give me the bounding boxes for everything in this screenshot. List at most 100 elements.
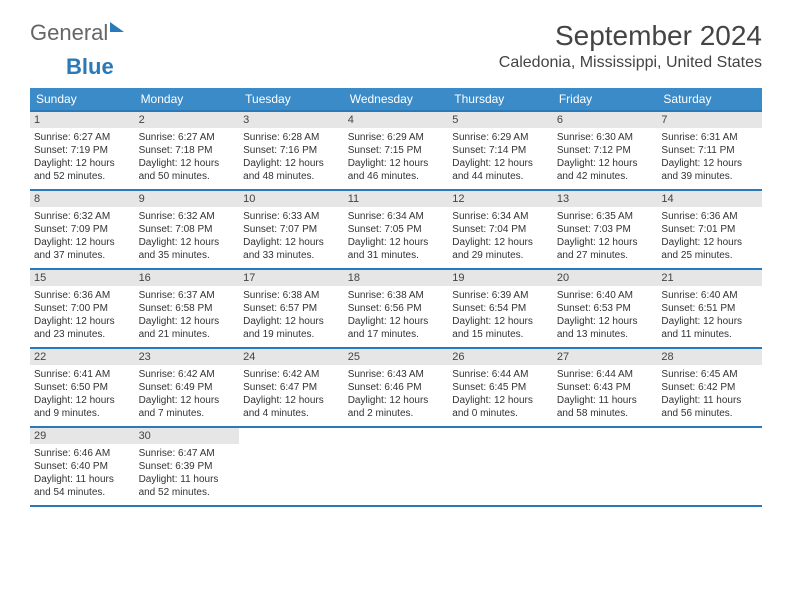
day-cell: 13Sunrise: 6:35 AMSunset: 7:03 PMDayligh… xyxy=(553,191,658,268)
day-info-line: Sunrise: 6:42 AM xyxy=(243,368,340,381)
day-cell: 7Sunrise: 6:31 AMSunset: 7:11 PMDaylight… xyxy=(657,112,762,189)
day-cell: 8Sunrise: 6:32 AMSunset: 7:09 PMDaylight… xyxy=(30,191,135,268)
day-info-line: Sunrise: 6:38 AM xyxy=(243,289,340,302)
day-info-line: Sunset: 7:18 PM xyxy=(139,144,236,157)
day-info-line: Daylight: 12 hours xyxy=(139,315,236,328)
day-number: 13 xyxy=(553,191,658,207)
week-row: 22Sunrise: 6:41 AMSunset: 6:50 PMDayligh… xyxy=(30,347,762,426)
day-info-line: Daylight: 12 hours xyxy=(557,236,654,249)
day-info-line: and 56 minutes. xyxy=(661,407,758,420)
day-info-line: and 44 minutes. xyxy=(452,170,549,183)
day-info-line: Sunrise: 6:28 AM xyxy=(243,131,340,144)
day-number: 29 xyxy=(30,428,135,444)
day-info-line: Sunrise: 6:33 AM xyxy=(243,210,340,223)
day-cell: 2Sunrise: 6:27 AMSunset: 7:18 PMDaylight… xyxy=(135,112,240,189)
day-info-line: Sunrise: 6:32 AM xyxy=(34,210,131,223)
day-info-line: Sunset: 6:47 PM xyxy=(243,381,340,394)
day-info-line: Sunrise: 6:44 AM xyxy=(452,368,549,381)
day-info-line: Daylight: 12 hours xyxy=(661,315,758,328)
day-cell: 16Sunrise: 6:37 AMSunset: 6:58 PMDayligh… xyxy=(135,270,240,347)
day-info-line: and 39 minutes. xyxy=(661,170,758,183)
day-number: 19 xyxy=(448,270,553,286)
day-info-line: and 46 minutes. xyxy=(348,170,445,183)
day-info-line: and 58 minutes. xyxy=(557,407,654,420)
dow-header: Saturday xyxy=(657,88,762,110)
day-cell xyxy=(553,428,658,505)
day-info-line: and 48 minutes. xyxy=(243,170,340,183)
day-number: 10 xyxy=(239,191,344,207)
day-info-line: and 0 minutes. xyxy=(452,407,549,420)
day-info-line: Sunrise: 6:32 AM xyxy=(139,210,236,223)
day-number: 6 xyxy=(553,112,658,128)
day-info-line: and 35 minutes. xyxy=(139,249,236,262)
day-cell: 25Sunrise: 6:43 AMSunset: 6:46 PMDayligh… xyxy=(344,349,449,426)
day-info-line: Sunset: 7:00 PM xyxy=(34,302,131,315)
day-cell: 24Sunrise: 6:42 AMSunset: 6:47 PMDayligh… xyxy=(239,349,344,426)
day-info-line: and 25 minutes. xyxy=(661,249,758,262)
day-number: 15 xyxy=(30,270,135,286)
day-number: 2 xyxy=(135,112,240,128)
dow-header: Friday xyxy=(553,88,658,110)
day-info-line: Sunrise: 6:29 AM xyxy=(452,131,549,144)
day-info-line: Sunset: 6:46 PM xyxy=(348,381,445,394)
day-info-line: Sunset: 7:09 PM xyxy=(34,223,131,236)
day-number: 27 xyxy=(553,349,658,365)
day-info-line: Sunrise: 6:41 AM xyxy=(34,368,131,381)
day-cell: 21Sunrise: 6:40 AMSunset: 6:51 PMDayligh… xyxy=(657,270,762,347)
day-info-line: Daylight: 12 hours xyxy=(243,157,340,170)
day-info-line: Sunrise: 6:27 AM xyxy=(139,131,236,144)
day-info-line: and 2 minutes. xyxy=(348,407,445,420)
day-info-line: Sunset: 6:51 PM xyxy=(661,302,758,315)
day-number: 18 xyxy=(344,270,449,286)
day-info-line: Daylight: 12 hours xyxy=(139,236,236,249)
day-number: 9 xyxy=(135,191,240,207)
day-cell: 23Sunrise: 6:42 AMSunset: 6:49 PMDayligh… xyxy=(135,349,240,426)
day-info-line: Sunrise: 6:31 AM xyxy=(661,131,758,144)
day-info-line: Sunset: 6:45 PM xyxy=(452,381,549,394)
day-info-line: Sunset: 6:57 PM xyxy=(243,302,340,315)
day-number: 5 xyxy=(448,112,553,128)
day-info-line: Sunset: 7:05 PM xyxy=(348,223,445,236)
day-info-line: Daylight: 12 hours xyxy=(243,236,340,249)
day-cell xyxy=(239,428,344,505)
day-cell: 30Sunrise: 6:47 AMSunset: 6:39 PMDayligh… xyxy=(135,428,240,505)
day-info-line: Sunrise: 6:34 AM xyxy=(348,210,445,223)
day-info-line: Sunrise: 6:40 AM xyxy=(557,289,654,302)
day-info-line: Sunset: 6:40 PM xyxy=(34,460,131,473)
day-cell xyxy=(448,428,553,505)
day-cell: 1Sunrise: 6:27 AMSunset: 7:19 PMDaylight… xyxy=(30,112,135,189)
dow-header: Sunday xyxy=(30,88,135,110)
day-info-line: and 19 minutes. xyxy=(243,328,340,341)
day-info-line: and 21 minutes. xyxy=(139,328,236,341)
day-info-line: Daylight: 12 hours xyxy=(661,236,758,249)
day-info-line: Sunset: 6:56 PM xyxy=(348,302,445,315)
day-info-line: Daylight: 12 hours xyxy=(34,157,131,170)
day-info-line: Sunset: 6:54 PM xyxy=(452,302,549,315)
day-info-line: Daylight: 12 hours xyxy=(452,394,549,407)
day-info-line: Daylight: 12 hours xyxy=(34,315,131,328)
day-info-line: Sunrise: 6:39 AM xyxy=(452,289,549,302)
day-info-line: Sunset: 7:07 PM xyxy=(243,223,340,236)
day-info-line: Daylight: 12 hours xyxy=(34,394,131,407)
day-info-line: and 4 minutes. xyxy=(243,407,340,420)
day-info-line: and 11 minutes. xyxy=(661,328,758,341)
day-info-line: Daylight: 11 hours xyxy=(34,473,131,486)
dow-row: SundayMondayTuesdayWednesdayThursdayFrid… xyxy=(30,88,762,110)
day-info-line: and 15 minutes. xyxy=(452,328,549,341)
day-info-line: Sunrise: 6:40 AM xyxy=(661,289,758,302)
day-info-line: Daylight: 12 hours xyxy=(243,315,340,328)
day-info-line: Daylight: 12 hours xyxy=(139,394,236,407)
day-cell: 17Sunrise: 6:38 AMSunset: 6:57 PMDayligh… xyxy=(239,270,344,347)
day-info-line: and 27 minutes. xyxy=(557,249,654,262)
day-info-line: Daylight: 12 hours xyxy=(348,394,445,407)
day-info-line: Sunrise: 6:30 AM xyxy=(557,131,654,144)
day-info-line: Sunrise: 6:38 AM xyxy=(348,289,445,302)
day-cell: 9Sunrise: 6:32 AMSunset: 7:08 PMDaylight… xyxy=(135,191,240,268)
day-info-line: Sunset: 7:19 PM xyxy=(34,144,131,157)
dow-header: Wednesday xyxy=(344,88,449,110)
day-info-line: Sunset: 7:14 PM xyxy=(452,144,549,157)
day-info-line: Sunset: 7:16 PM xyxy=(243,144,340,157)
day-info-line: Daylight: 12 hours xyxy=(557,315,654,328)
dow-header: Thursday xyxy=(448,88,553,110)
day-info-line: Sunset: 7:01 PM xyxy=(661,223,758,236)
